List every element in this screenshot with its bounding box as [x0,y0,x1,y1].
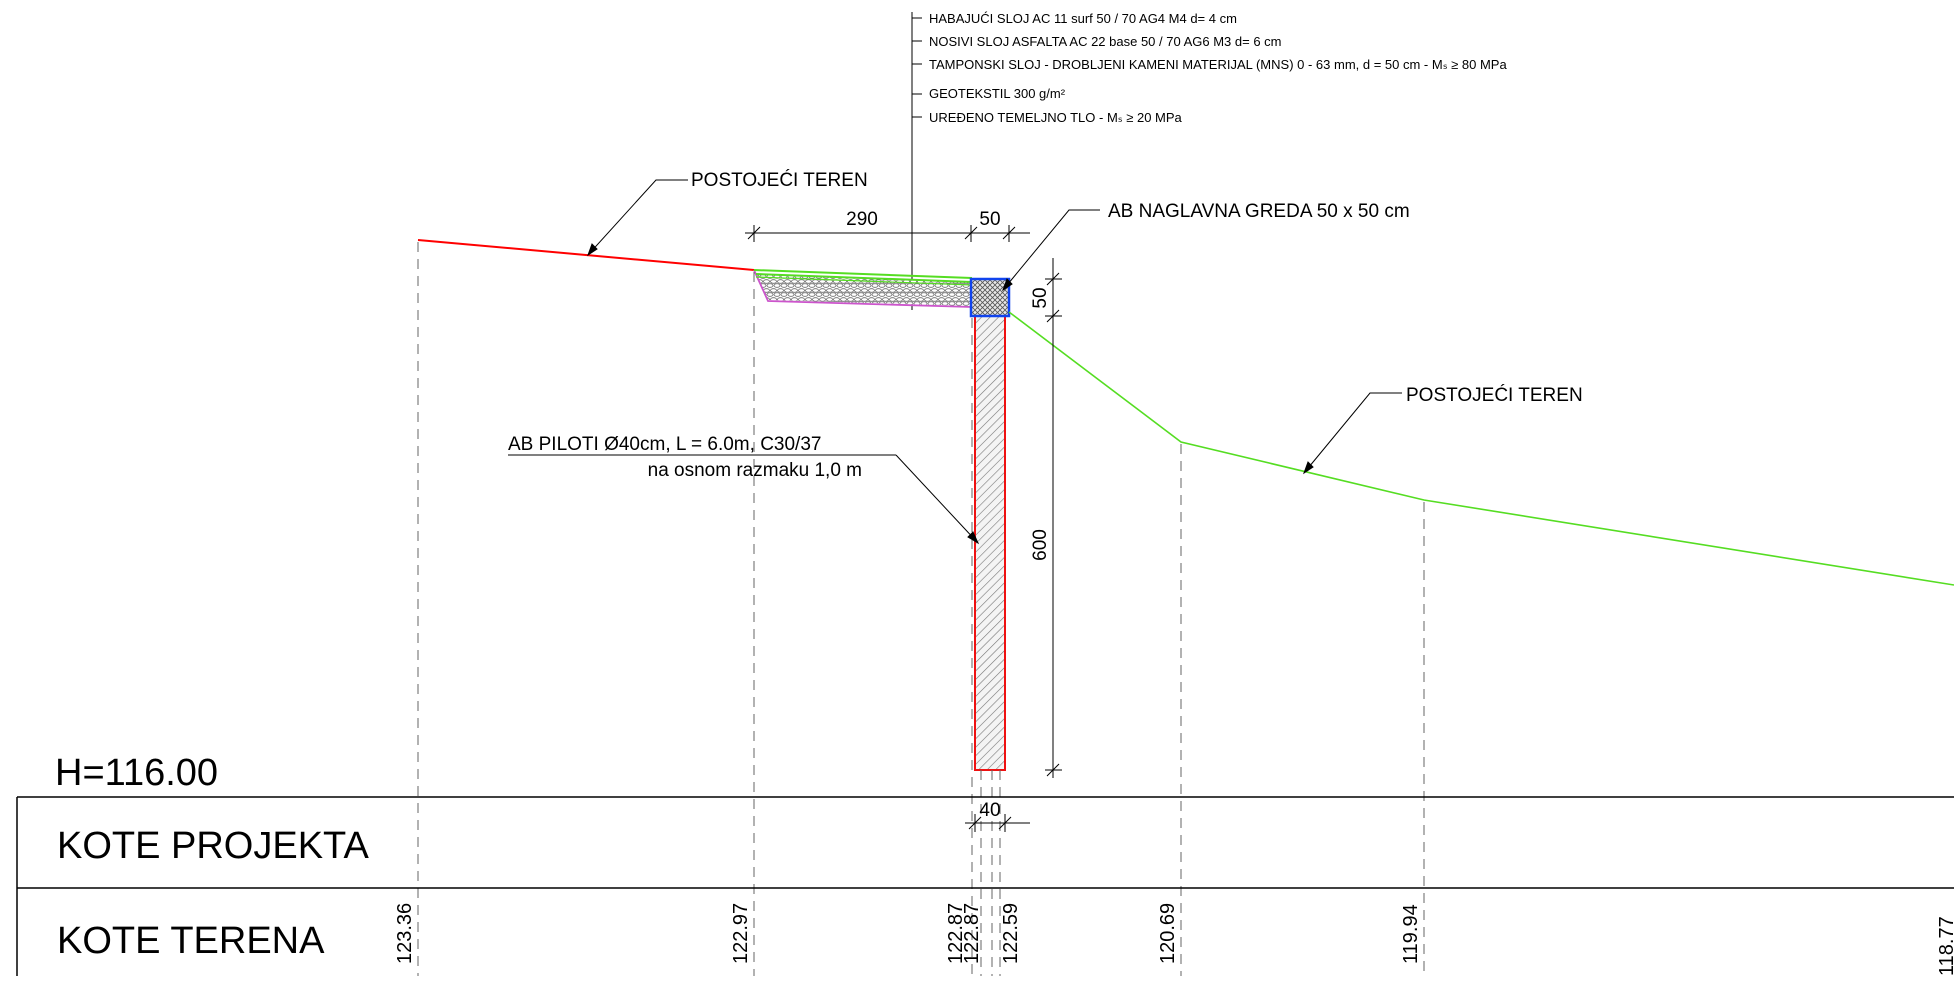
geotextile-line [753,269,973,308]
layer-crushed-stone: TAMPONSKI SLOJ - DROBLJENI KAMENI MATERI… [929,57,1507,72]
station-lines [417,242,1425,976]
datum-elevation: H=116.00 [55,752,218,794]
leader-terrain-left [587,179,688,257]
label-terrain-right: POSTOJEĆI TEREN [1406,384,1583,406]
row-label-project: KOTE PROJEKTA [57,825,369,867]
existing-terrain-left [417,239,755,271]
dim-vertical [1045,258,1062,778]
existing-terrain-right [1008,311,1954,586]
asphalt-bottom [755,273,973,283]
terrain-elevation: 122.87 [961,903,983,964]
layer-subgrade: UREĐENO TEMELJNO TLO - Mₛ ≥ 20 MPa [929,110,1183,125]
leader-beam [1002,209,1100,292]
dim-road-width [745,225,1030,242]
terrain-elevation: 122.59 [1000,903,1022,964]
terrain-elevation: 122.87 [945,903,967,964]
label-terrain-left: POSTOJEĆI TEREN [691,169,868,191]
layer-wearing-course: HABAJUĆI SLOJ AC 11 surf 50 / 70 AG4 M4 … [929,11,1237,26]
pile [974,314,1006,771]
dim-pile-height-value: 600 [1030,529,1051,561]
leader-terrain-right [1303,392,1402,475]
terrain-elevation: 123.36 [394,903,416,964]
row-label-terrain: KOTE TERENA [57,920,325,962]
layer-geotextile: GEOTEKSTIL 300 g/m² [929,86,1066,101]
dim-beam-height-value: 50 [1030,287,1051,308]
crushed-stone-layer [756,274,972,306]
label-cap-beam: AB NAGLAVNA GREDA 50 x 50 cm [1108,201,1410,222]
dim-road-width-value: 290 [846,209,878,230]
dim-pile-diameter [965,814,1030,832]
terrain-elevation: 120.69 [1157,903,1179,964]
cap-beam [969,277,1011,318]
dim-beam-width-value: 50 [979,209,1000,230]
terrain-elevation: 119.94 [1400,904,1422,964]
layer-base-asphalt: NOSIVI SLOJ ASFALTA AC 22 base 50 / 70 A… [929,34,1282,49]
label-piles-line1: AB PILOTI Ø40cm, L = 6.0m, C30/37 [508,434,821,455]
terrain-elevation: 122.97 [730,903,752,964]
terrain-elevation: 118.77 [1936,916,1954,976]
road-structure [753,269,973,308]
asphalt-top [753,269,973,279]
elevation-table [16,796,1954,976]
dim-pile-diameter-value: 40 [979,800,1000,821]
label-piles-line2: na osnom razmaku 1,0 m [648,460,862,481]
layer-callout: HABAJUĆI SLOJ AC 11 surf 50 / 70 AG4 M4 … [911,11,1507,310]
leader-piles [508,454,980,545]
